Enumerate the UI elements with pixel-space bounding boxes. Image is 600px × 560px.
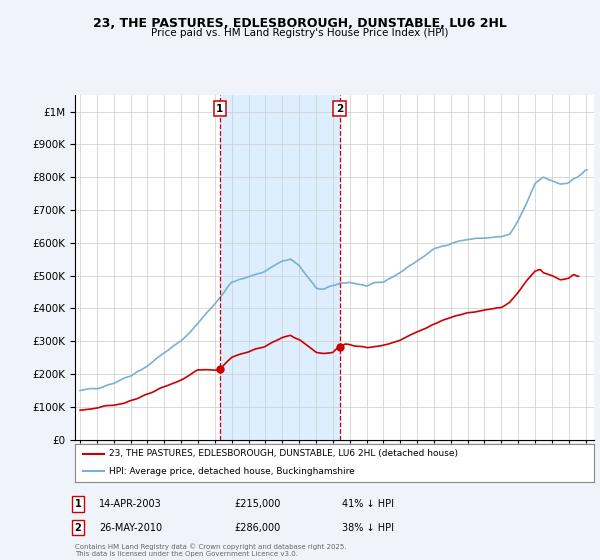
Text: 38% ↓ HPI: 38% ↓ HPI — [342, 522, 394, 533]
Text: £215,000: £215,000 — [234, 499, 280, 509]
Bar — [220, 95, 340, 440]
Text: 1: 1 — [216, 104, 223, 114]
Text: 23, THE PASTURES, EDLESBOROUGH, DUNSTABLE, LU6 2HL (detached house): 23, THE PASTURES, EDLESBOROUGH, DUNSTABL… — [109, 449, 458, 458]
Text: 41% ↓ HPI: 41% ↓ HPI — [342, 499, 394, 509]
Text: £286,000: £286,000 — [234, 522, 280, 533]
Text: 2: 2 — [336, 104, 343, 114]
Text: 26-MAY-2010: 26-MAY-2010 — [99, 522, 162, 533]
Text: 14-APR-2003: 14-APR-2003 — [99, 499, 162, 509]
Text: Contains HM Land Registry data © Crown copyright and database right 2025.
This d: Contains HM Land Registry data © Crown c… — [75, 544, 347, 557]
Text: Price paid vs. HM Land Registry's House Price Index (HPI): Price paid vs. HM Land Registry's House … — [151, 28, 449, 38]
Text: HPI: Average price, detached house, Buckinghamshire: HPI: Average price, detached house, Buck… — [109, 467, 355, 476]
Text: 2: 2 — [74, 522, 82, 533]
Text: 1: 1 — [74, 499, 82, 509]
Text: 23, THE PASTURES, EDLESBOROUGH, DUNSTABLE, LU6 2HL: 23, THE PASTURES, EDLESBOROUGH, DUNSTABL… — [93, 17, 507, 30]
